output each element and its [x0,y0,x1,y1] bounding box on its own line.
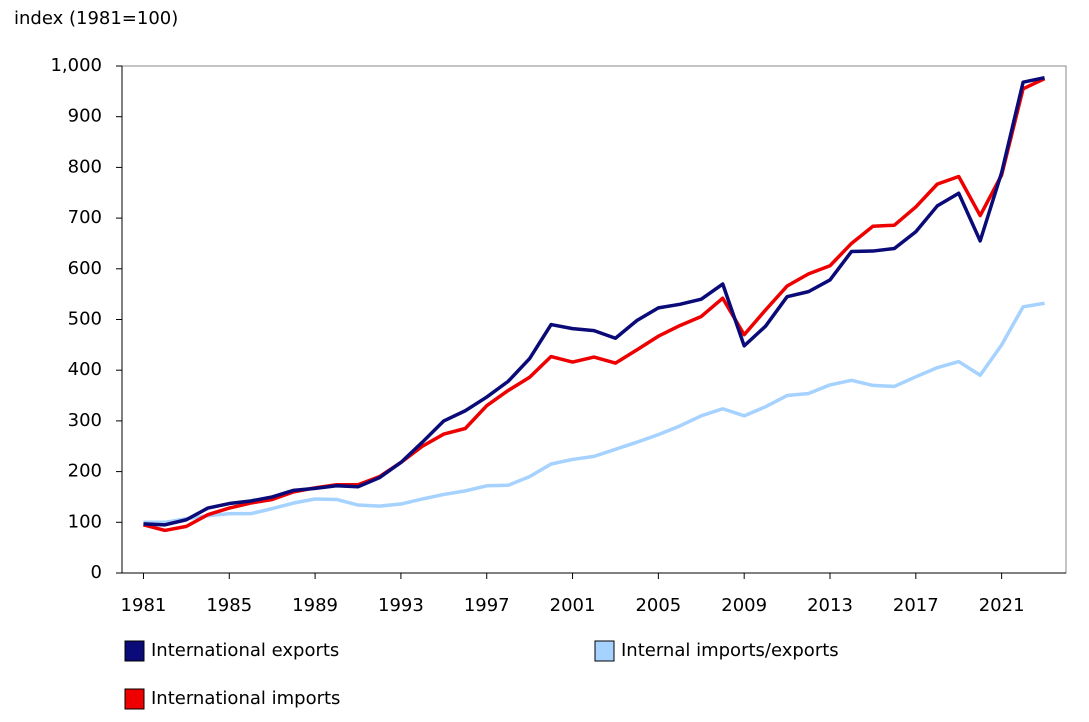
y-tick-label: 1,000 [50,55,102,76]
y-tick-label: 800 [68,156,102,177]
series-line [143,75,1045,527]
x-tick-label: 1985 [206,595,252,616]
x-tick-label: 2001 [550,595,596,616]
legend-swatch [594,640,615,662]
y-tick-label: 600 [68,258,102,279]
y-tick-label: 400 [68,359,102,380]
x-tick-label: 1981 [121,595,167,616]
legend-label: International exports [151,640,339,661]
legend-swatch [124,640,145,662]
x-tick-label: 1989 [292,595,338,616]
y-tick-label: 900 [68,106,102,127]
x-tick-label: 2017 [893,595,939,616]
series-line [143,301,1045,525]
x-tick-label: 2009 [721,595,767,616]
y-tick-label: 700 [68,207,102,228]
legend-swatch [124,688,145,710]
legend-label: International imports [151,688,340,709]
y-tick-label: 300 [68,410,102,431]
x-tick-label: 1993 [378,595,424,616]
x-tick-label: 2013 [807,595,853,616]
x-tick-label: 1997 [464,595,510,616]
x-tick-label: 2021 [979,595,1025,616]
y-tick-label: 0 [91,562,102,583]
legend-label: Internal imports/exports [621,640,839,661]
x-tick-label: 2005 [635,595,681,616]
y-tick-label: 200 [68,461,102,482]
series-line [143,77,1046,533]
y-tick-label: 500 [68,309,102,330]
y-tick-label: 100 [68,511,102,532]
y-axis-label: index (1981=100) [14,8,178,29]
